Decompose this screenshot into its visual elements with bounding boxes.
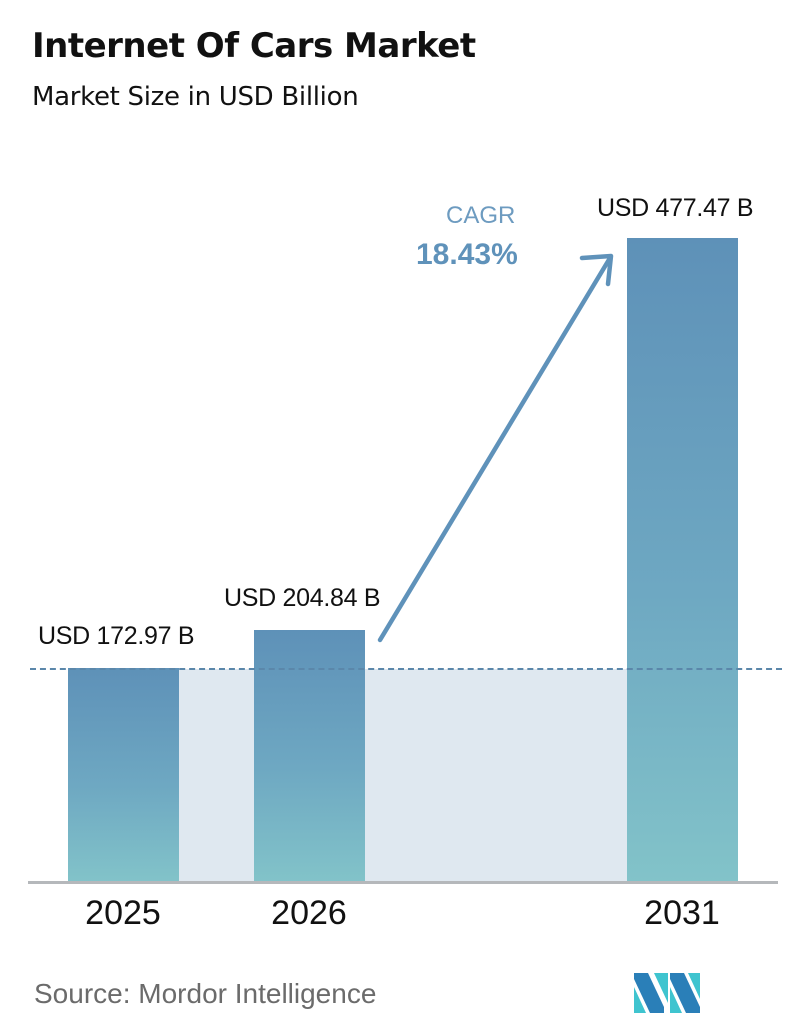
source-text: Source: Mordor Intelligence: [34, 978, 377, 1009]
x-axis-line: [28, 881, 778, 884]
cagr-label: CAGR: [446, 202, 516, 229]
bar-2025: [68, 668, 179, 882]
x-label-2025: 2025: [85, 894, 161, 932]
value-label-2031: USD 477.47 B: [597, 194, 754, 222]
chart-subtitle: Market Size in USD Billion: [32, 82, 359, 112]
bar-2031: [627, 238, 738, 882]
mordor-intelligence-logo-icon: [634, 973, 700, 1013]
chart-title: Internet Of Cars Market: [32, 26, 476, 66]
reference-dashed-line: [30, 668, 782, 670]
value-label-2025: USD 172.97 B: [38, 622, 195, 650]
x-label-2031: 2031: [644, 894, 720, 932]
cagr-value: 18.43%: [416, 238, 518, 271]
bar-2026: [254, 630, 365, 882]
value-label-2026: USD 204.84 B: [224, 584, 381, 612]
baseline-band: [68, 669, 738, 882]
x-label-2026: 2026: [271, 894, 347, 932]
